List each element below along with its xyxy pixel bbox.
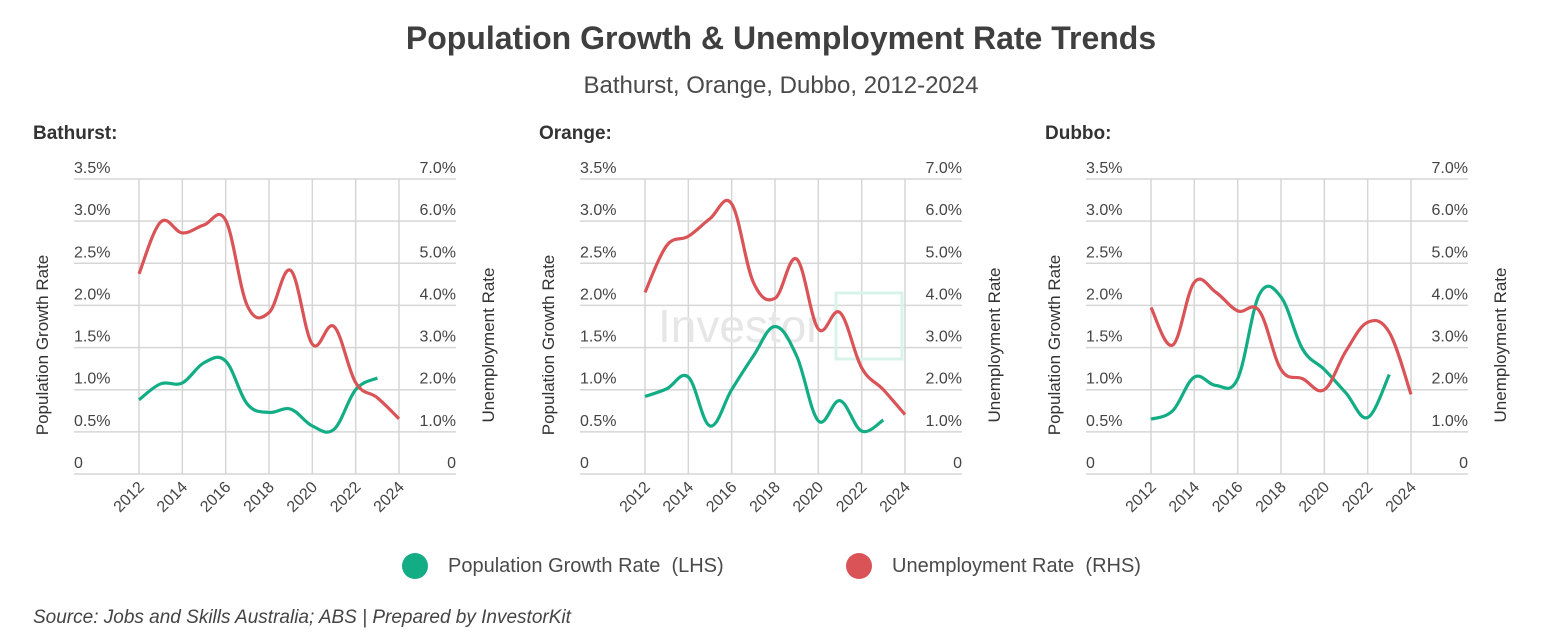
- right-axis-tick-label: 3.0%: [420, 329, 456, 346]
- left-axis-tick-label: 3.0%: [74, 202, 110, 219]
- left-axis-tick-label: 0: [1086, 455, 1095, 472]
- panel-title: Bathurst:: [33, 123, 117, 144]
- right-axis-tick-label: 1.0%: [420, 413, 456, 430]
- left-axis-tick-label: 3.0%: [1086, 202, 1122, 219]
- right-axis-title: Unemployment Rate: [1491, 268, 1510, 423]
- population-growth-line: [644, 324, 885, 434]
- right-axis-tick-label: 4.0%: [926, 286, 962, 303]
- right-axis-tick-label: 1.0%: [1432, 413, 1468, 430]
- legend-swatch-unemployment: [846, 553, 872, 579]
- left-axis-tick-label: 3.5%: [74, 160, 110, 177]
- x-axis-tick-label: 2022: [833, 479, 870, 516]
- left-axis-tick-label: 1.5%: [580, 329, 616, 346]
- right-axis-tick-label: 5.0%: [1432, 244, 1468, 261]
- right-axis-tick-label: 7.0%: [420, 160, 456, 177]
- x-axis-tick-label: 2022: [1339, 479, 1376, 516]
- x-axis-tick-label: 2012: [617, 479, 654, 516]
- x-axis-tick-label: 2020: [284, 479, 321, 516]
- left-axis-tick-label: 2.5%: [74, 244, 110, 261]
- x-axis-tick-label: 2020: [790, 479, 827, 516]
- right-axis-tick-label: 2.0%: [926, 371, 962, 388]
- x-axis-tick-label: 2024: [877, 479, 914, 516]
- legend-swatch-population: [402, 553, 428, 579]
- x-axis-tick-label: 2018: [747, 479, 784, 516]
- unemployment-line: [137, 212, 401, 420]
- left-axis-tick-label: 0: [74, 455, 83, 472]
- right-axis-tick-label: 4.0%: [420, 286, 456, 303]
- right-axis-tick-label: 7.0%: [1432, 160, 1468, 177]
- left-axis-tick-label: 2.5%: [1086, 244, 1122, 261]
- population-growth-line: [138, 355, 379, 434]
- left-axis-tick-label: 2.5%: [580, 244, 616, 261]
- x-axis-tick-label: 2018: [241, 479, 278, 516]
- watermark-box: [834, 291, 904, 361]
- left-axis-tick-label: 1.0%: [580, 371, 616, 388]
- left-axis-tick-label: 2.0%: [1086, 286, 1122, 303]
- right-axis-tick-label: 7.0%: [926, 160, 962, 177]
- x-axis-tick-label: 2018: [1253, 479, 1290, 516]
- right-axis-tick-label: 5.0%: [926, 244, 962, 261]
- right-axis-tick-label: 3.0%: [1432, 329, 1468, 346]
- right-axis-title: Unemployment Rate: [479, 268, 498, 423]
- right-axis-tick-label: 4.0%: [1432, 286, 1468, 303]
- legend-item-unemployment: Unemployment Rate (RHS): [846, 553, 1141, 579]
- x-axis-tick-label: 2014: [154, 479, 191, 516]
- x-axis-tick-label: 2012: [111, 479, 148, 516]
- panel-title: Orange:: [539, 123, 612, 144]
- left-axis-title: Population Growth Rate: [539, 255, 558, 436]
- left-axis-tick-label: 3.0%: [580, 202, 616, 219]
- x-axis-tick-label: 2016: [197, 479, 234, 516]
- right-axis-title: Unemployment Rate: [985, 268, 1004, 423]
- right-axis-tick-label: 0: [447, 455, 456, 472]
- x-axis-tick-label: 2014: [660, 479, 697, 516]
- left-axis-tick-label: 2.0%: [74, 286, 110, 303]
- x-axis-tick-label: 2016: [703, 479, 740, 516]
- left-axis-tick-label: 1.0%: [74, 371, 110, 388]
- x-axis-tick-label: 2024: [371, 479, 408, 516]
- x-axis-tick-label: 2024: [1383, 479, 1420, 516]
- right-axis-tick-label: 6.0%: [1432, 202, 1468, 219]
- left-axis-tick-label: 1.5%: [1086, 329, 1122, 346]
- legend-label-unemployment: Unemployment Rate (RHS): [892, 554, 1141, 577]
- right-axis-tick-label: 6.0%: [926, 202, 962, 219]
- legend-label-population: Population Growth Rate (LHS): [448, 554, 724, 577]
- right-axis-tick-label: 1.0%: [926, 413, 962, 430]
- left-axis-title: Population Growth Rate: [33, 255, 52, 436]
- chart-title: Population Growth & Unemployment Rate Tr…: [405, 20, 1157, 56]
- left-axis-tick-label: 3.5%: [580, 160, 616, 177]
- right-axis-tick-label: 0: [1459, 455, 1468, 472]
- x-axis-tick-label: 2012: [1123, 479, 1160, 516]
- right-axis-tick-label: 2.0%: [1432, 371, 1468, 388]
- left-axis-tick-label: 1.5%: [74, 329, 110, 346]
- left-axis-tick-label: 0: [580, 455, 589, 472]
- right-axis-tick-label: 0: [953, 455, 962, 472]
- panel-title: Dubbo:: [1045, 123, 1111, 144]
- right-axis-tick-label: 6.0%: [420, 202, 456, 219]
- source-note: Source: Jobs and Skills Australia; ABS |…: [33, 607, 571, 628]
- left-axis-tick-label: 0.5%: [74, 413, 110, 430]
- right-axis-tick-label: 5.0%: [420, 244, 456, 261]
- unemployment-line: [1149, 277, 1413, 395]
- left-axis-tick-label: 0.5%: [1086, 413, 1122, 430]
- population-growth-line: [1150, 284, 1391, 421]
- right-axis-tick-label: 2.0%: [420, 371, 456, 388]
- left-axis-title: Population Growth Rate: [1045, 255, 1064, 436]
- legend-item-population: Population Growth Rate (LHS): [402, 553, 724, 579]
- watermark-logo: Investor: [658, 300, 822, 352]
- left-axis-tick-label: 0.5%: [580, 413, 616, 430]
- left-axis-tick-label: 2.0%: [580, 286, 616, 303]
- chart-subtitle: Bathurst, Orange, Dubbo, 2012-2024: [583, 72, 979, 99]
- x-axis-tick-label: 2022: [327, 479, 364, 516]
- right-axis-tick-label: 3.0%: [926, 329, 962, 346]
- x-axis-tick-label: 2020: [1296, 479, 1333, 516]
- x-axis-tick-label: 2014: [1166, 479, 1203, 516]
- x-axis-tick-label: 2016: [1209, 479, 1246, 516]
- left-axis-tick-label: 3.5%: [1086, 160, 1122, 177]
- unemployment-line: [643, 198, 907, 416]
- left-axis-tick-label: 1.0%: [1086, 371, 1122, 388]
